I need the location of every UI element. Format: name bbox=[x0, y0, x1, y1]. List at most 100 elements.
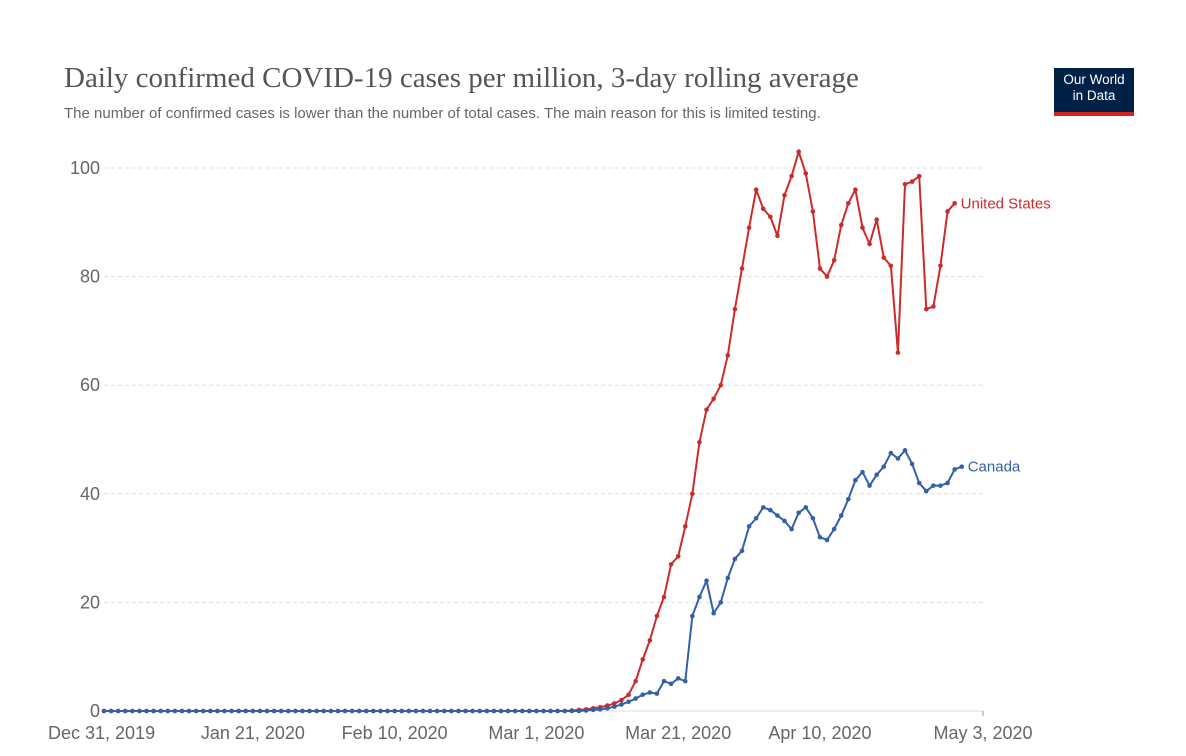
data-point bbox=[916, 480, 922, 486]
data-point bbox=[831, 258, 837, 263]
data-point bbox=[810, 209, 816, 214]
data-point bbox=[803, 171, 809, 176]
data-point bbox=[356, 708, 362, 714]
data-point bbox=[895, 350, 901, 355]
data-point bbox=[838, 222, 844, 228]
data-point bbox=[945, 480, 950, 486]
data-point bbox=[576, 708, 582, 714]
data-point bbox=[718, 600, 724, 605]
data-point bbox=[243, 708, 249, 714]
data-point bbox=[342, 708, 348, 714]
data-point bbox=[909, 179, 915, 184]
x-tick-label: Dec 31, 2019 bbox=[48, 723, 155, 743]
data-point bbox=[789, 526, 794, 532]
data-point bbox=[796, 510, 801, 516]
data-point bbox=[775, 513, 780, 518]
data-point bbox=[803, 505, 809, 510]
data-point bbox=[746, 225, 752, 231]
data-point bbox=[555, 708, 560, 714]
data-point bbox=[739, 266, 745, 271]
data-point bbox=[916, 173, 922, 179]
data-point bbox=[867, 483, 872, 488]
data-point bbox=[612, 701, 617, 706]
data-point bbox=[420, 708, 426, 714]
data-point bbox=[151, 708, 156, 714]
data-point bbox=[888, 263, 894, 269]
data-point bbox=[512, 708, 518, 714]
data-point bbox=[817, 534, 823, 540]
data-point bbox=[647, 690, 653, 695]
data-point bbox=[612, 704, 617, 709]
data-point bbox=[654, 613, 660, 619]
data-point bbox=[789, 173, 794, 179]
data-point bbox=[810, 515, 816, 521]
data-point bbox=[470, 708, 475, 714]
owid-logo[interactable]: Our World in Data bbox=[1054, 68, 1134, 116]
y-axis-ticks: 0 20 40 60 80 100 bbox=[70, 158, 100, 721]
y-tick-label: 0 bbox=[90, 701, 100, 721]
x-tick-label: Mar 21, 2020 bbox=[625, 723, 731, 743]
data-point bbox=[760, 505, 766, 510]
series-line bbox=[104, 449, 963, 712]
data-point bbox=[640, 657, 646, 662]
data-point bbox=[477, 708, 483, 714]
data-point bbox=[193, 708, 199, 714]
data-point bbox=[682, 678, 688, 684]
data-point bbox=[399, 708, 405, 714]
data-point bbox=[824, 537, 830, 543]
data-point bbox=[456, 708, 461, 714]
x-tick-label: Feb 10, 2020 bbox=[342, 723, 448, 743]
data-point bbox=[406, 708, 412, 714]
data-point bbox=[278, 708, 284, 714]
data-point bbox=[491, 708, 497, 714]
data-point bbox=[257, 708, 263, 714]
data-point bbox=[498, 708, 504, 714]
data-point bbox=[831, 526, 837, 532]
data-point bbox=[264, 708, 270, 714]
data-point bbox=[165, 708, 171, 714]
data-point bbox=[229, 708, 234, 714]
chart-title: Daily confirmed COVID-19 cases per milli… bbox=[64, 62, 859, 94]
data-point bbox=[647, 638, 653, 643]
data-point bbox=[931, 304, 936, 309]
data-point bbox=[101, 708, 107, 714]
data-point bbox=[413, 708, 419, 714]
data-point bbox=[711, 396, 716, 402]
data-point bbox=[846, 200, 851, 206]
data-point bbox=[654, 691, 660, 696]
data-point bbox=[938, 483, 943, 488]
data-point bbox=[675, 553, 681, 559]
data-point bbox=[378, 708, 383, 714]
data-point bbox=[718, 382, 724, 388]
data-point bbox=[711, 610, 716, 616]
x-tick-label: Jan 21, 2020 bbox=[201, 723, 305, 743]
data-point bbox=[881, 255, 887, 260]
data-point bbox=[782, 518, 787, 524]
data-point bbox=[952, 200, 957, 206]
grid-layer bbox=[104, 167, 983, 712]
data-point bbox=[697, 594, 702, 600]
logo-line-2: in Data bbox=[1072, 88, 1116, 103]
data-point bbox=[675, 676, 681, 681]
data-point bbox=[690, 491, 695, 497]
data-point bbox=[796, 149, 801, 155]
data-point bbox=[824, 274, 830, 279]
data-point bbox=[874, 217, 879, 222]
data-point bbox=[860, 225, 865, 231]
data-point bbox=[158, 708, 164, 714]
logo-line-1: Our World bbox=[1063, 72, 1125, 87]
data-point bbox=[633, 696, 638, 701]
data-point bbox=[449, 708, 454, 714]
data-point bbox=[527, 708, 532, 714]
data-point bbox=[236, 708, 241, 714]
data-point bbox=[349, 708, 355, 714]
series-label: United States bbox=[961, 195, 1051, 212]
data-point bbox=[732, 556, 738, 562]
data-point bbox=[271, 708, 277, 714]
data-point bbox=[626, 699, 631, 705]
data-point bbox=[179, 708, 185, 714]
data-point bbox=[782, 192, 787, 198]
data-point bbox=[768, 507, 773, 513]
data-point bbox=[909, 461, 915, 467]
data-point bbox=[583, 708, 589, 713]
